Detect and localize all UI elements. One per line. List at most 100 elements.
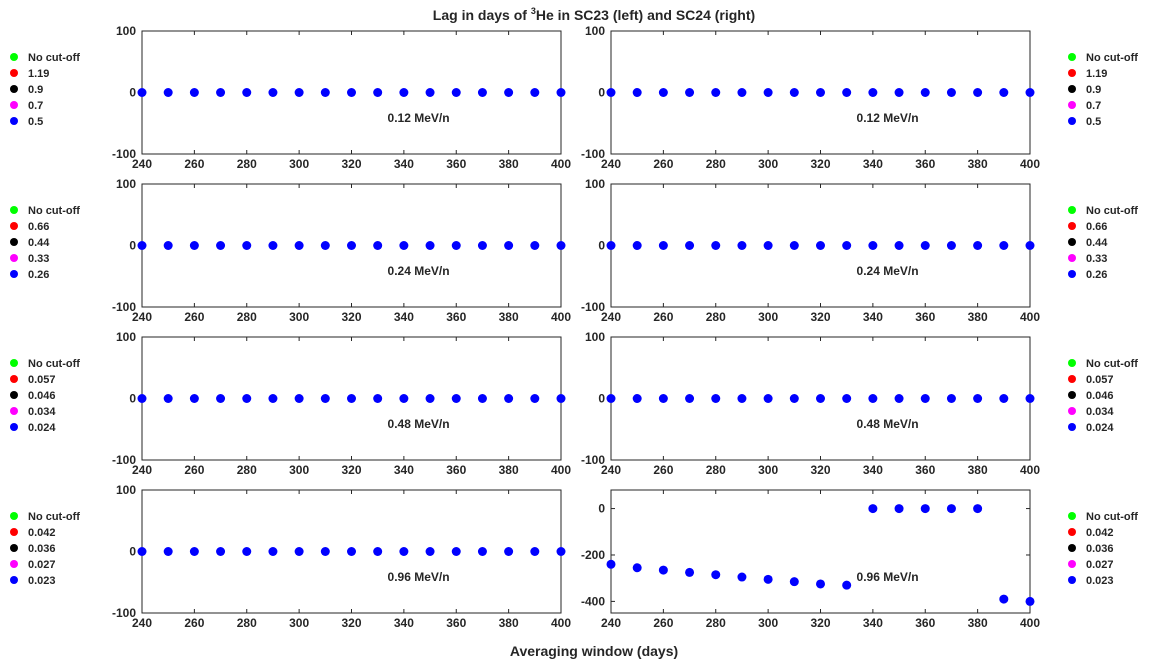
data-point [138, 394, 147, 403]
legend-marker [1068, 53, 1076, 61]
legend-entry-label: 0.034 [1086, 406, 1114, 418]
data-point [452, 394, 461, 403]
data-point [764, 575, 773, 584]
data-point [790, 241, 799, 250]
legend: No cut-off0.0420.0360.0270.023 [10, 511, 80, 587]
data-point [1026, 597, 1035, 606]
data-point [947, 504, 956, 513]
data-point [504, 547, 513, 556]
x-tick-label: 360 [446, 310, 466, 324]
legend-entry-label: 0.9 [1086, 84, 1101, 96]
data-point [868, 88, 877, 97]
x-tick-label: 260 [184, 310, 204, 324]
legend-entry-label: 0.5 [28, 116, 43, 128]
legend-marker [10, 423, 18, 431]
legend-entry-label: No cut-off [28, 52, 80, 64]
x-tick-label: 260 [653, 463, 673, 477]
data-point [426, 88, 435, 97]
legend-marker [10, 85, 18, 93]
data-point [999, 88, 1008, 97]
legend-marker [10, 254, 18, 262]
data-point [295, 241, 304, 250]
data-point [295, 88, 304, 97]
legend-marker [10, 238, 18, 246]
x-tick-label: 400 [1020, 157, 1040, 171]
data-point [138, 88, 147, 97]
data-point [633, 88, 642, 97]
data-point [478, 547, 487, 556]
legend-entry-label: 0.33 [28, 253, 49, 265]
x-tick-label: 380 [499, 310, 519, 324]
legend-entry-label: 0.024 [1086, 422, 1114, 434]
figure-title: Lag in days of 3He in SC23 (left) and SC… [433, 6, 755, 23]
legend-marker [10, 53, 18, 61]
y-tick-label: 0 [129, 545, 136, 559]
data-point [685, 241, 694, 250]
data-point [321, 241, 330, 250]
legend-entry-label: No cut-off [1086, 205, 1138, 217]
legend-marker [10, 222, 18, 230]
x-tick-label: 300 [758, 616, 778, 630]
data-point [999, 595, 1008, 604]
x-tick-label: 280 [237, 157, 257, 171]
x-tick-label: 380 [968, 463, 988, 477]
data-point [164, 547, 173, 556]
legend-marker [10, 512, 18, 520]
legend-entry-label: 0.036 [28, 543, 56, 555]
data-point [399, 88, 408, 97]
x-tick-label: 320 [341, 157, 361, 171]
x-tick-label: 300 [289, 157, 309, 171]
x-tick-label: 300 [758, 157, 778, 171]
data-point [868, 504, 877, 513]
legend-marker [10, 576, 18, 584]
legend-marker [1068, 375, 1076, 383]
data-point [895, 241, 904, 250]
legend: No cut-off 1.19 0.9 0.7 0.5 [10, 52, 80, 128]
x-tick-label: 320 [810, 616, 830, 630]
data-point [816, 394, 825, 403]
data-point [633, 241, 642, 250]
y-tick-label: 100 [116, 483, 136, 497]
data-point [921, 504, 930, 513]
x-tick-label: 260 [184, 616, 204, 630]
y-tick-label: -100 [581, 147, 605, 161]
legend-marker [1068, 117, 1076, 125]
x-tick-label: 360 [915, 310, 935, 324]
data-point [947, 394, 956, 403]
data-point [242, 394, 251, 403]
legend-marker [1068, 69, 1076, 77]
x-tick-label: 400 [551, 157, 571, 171]
legend-entry-label: No cut-off [28, 358, 80, 370]
x-tick-label: 300 [289, 310, 309, 324]
data-point [1026, 241, 1035, 250]
legend-marker [1068, 359, 1076, 367]
data-point [347, 394, 356, 403]
y-tick-label: -400 [581, 594, 605, 608]
legend-entry-label: 0.5 [1086, 116, 1101, 128]
subplot-r2-c1: 240 260 280 300 320 340 360 380 400 -100 0 100 0.24 … [10, 177, 571, 324]
legend-marker [1068, 544, 1076, 552]
legend-marker [1068, 407, 1076, 415]
x-tick-label: 260 [184, 463, 204, 477]
data-point [659, 566, 668, 575]
y-tick-label: 100 [116, 177, 136, 191]
figure-title-prefix: Lag in days of [433, 7, 531, 23]
data-point [268, 547, 277, 556]
legend-entry-label: No cut-off [28, 511, 80, 523]
energy-label: 0.24 MeV/n [388, 264, 450, 278]
x-tick-label: 280 [706, 310, 726, 324]
data-point [607, 560, 616, 569]
x-tick-label: 360 [915, 616, 935, 630]
data-point [190, 394, 199, 403]
data-point [973, 504, 982, 513]
y-tick-label: -100 [112, 453, 136, 467]
data-point [737, 88, 746, 97]
legend-entry-label: No cut-off [1086, 52, 1138, 64]
legend: No cut-off0.660.440.330.26 [1068, 205, 1138, 281]
x-tick-label: 400 [551, 463, 571, 477]
x-tick-label: 320 [810, 157, 830, 171]
legend-entry-label: 0.023 [28, 575, 56, 587]
legend-entry-label: 0.7 [1086, 100, 1101, 112]
data-point [164, 241, 173, 250]
legend-entry-label: 0.046 [28, 390, 56, 402]
